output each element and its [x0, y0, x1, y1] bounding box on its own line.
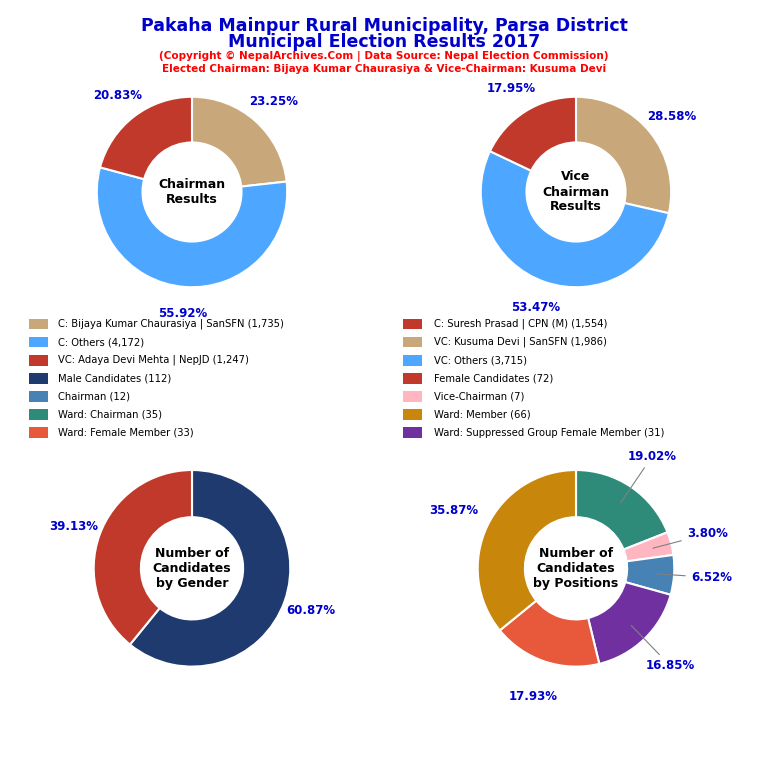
Text: Chairman
Results: Chairman Results — [158, 178, 226, 206]
Wedge shape — [130, 470, 290, 667]
Wedge shape — [192, 97, 286, 187]
Text: 28.58%: 28.58% — [647, 110, 696, 123]
Text: VC: Others (3,715): VC: Others (3,715) — [434, 355, 527, 365]
Text: VC: Kusuma Devi | SanSFN (1,986): VC: Kusuma Devi | SanSFN (1,986) — [434, 337, 607, 347]
Text: 39.13%: 39.13% — [49, 520, 98, 533]
Wedge shape — [481, 151, 669, 287]
Text: 23.25%: 23.25% — [249, 94, 298, 108]
Wedge shape — [94, 470, 192, 644]
Text: Pakaha Mainpur Rural Municipality, Parsa District: Pakaha Mainpur Rural Municipality, Parsa… — [141, 17, 627, 35]
Text: Elected Chairman: Bijaya Kumar Chaurasiya & Vice-Chairman: Kusuma Devi: Elected Chairman: Bijaya Kumar Chaurasiy… — [162, 64, 606, 74]
Text: C: Suresh Prasad | CPN (M) (1,554): C: Suresh Prasad | CPN (M) (1,554) — [434, 319, 607, 329]
Wedge shape — [625, 555, 674, 594]
Text: Chairman (12): Chairman (12) — [58, 392, 130, 402]
Text: 16.85%: 16.85% — [631, 625, 695, 672]
Text: VC: Adaya Devi Mehta | NepJD (1,247): VC: Adaya Devi Mehta | NepJD (1,247) — [58, 355, 249, 366]
Text: Ward: Female Member (33): Ward: Female Member (33) — [58, 428, 194, 438]
Wedge shape — [100, 97, 192, 179]
Wedge shape — [576, 97, 671, 214]
Wedge shape — [478, 470, 576, 631]
Wedge shape — [624, 532, 674, 561]
Text: 20.83%: 20.83% — [93, 89, 142, 102]
Wedge shape — [588, 582, 670, 664]
Text: C: Bijaya Kumar Chaurasiya | SanSFN (1,735): C: Bijaya Kumar Chaurasiya | SanSFN (1,7… — [58, 319, 283, 329]
Wedge shape — [576, 470, 667, 550]
Text: Vice-Chairman (7): Vice-Chairman (7) — [434, 392, 525, 402]
Text: 19.02%: 19.02% — [621, 450, 677, 502]
Text: (Copyright © NepalArchives.Com | Data Source: Nepal Election Commission): (Copyright © NepalArchives.Com | Data So… — [159, 51, 609, 61]
Text: Male Candidates (112): Male Candidates (112) — [58, 373, 170, 383]
Text: Ward: Chairman (35): Ward: Chairman (35) — [58, 409, 161, 419]
Wedge shape — [490, 97, 576, 170]
Text: Ward: Suppressed Group Female Member (31): Ward: Suppressed Group Female Member (31… — [434, 428, 664, 438]
Text: 3.80%: 3.80% — [653, 528, 727, 548]
Wedge shape — [500, 601, 599, 667]
Text: 35.87%: 35.87% — [429, 504, 478, 517]
Text: 53.47%: 53.47% — [511, 300, 561, 313]
Wedge shape — [97, 167, 287, 287]
Text: Number of
Candidates
by Gender: Number of Candidates by Gender — [153, 547, 231, 590]
Text: 60.87%: 60.87% — [286, 604, 335, 617]
Text: Municipal Election Results 2017: Municipal Election Results 2017 — [228, 33, 540, 51]
Text: Female Candidates (72): Female Candidates (72) — [434, 373, 553, 383]
Text: C: Others (4,172): C: Others (4,172) — [58, 337, 144, 347]
Text: 17.93%: 17.93% — [508, 690, 558, 703]
Text: Number of
Candidates
by Positions: Number of Candidates by Positions — [533, 547, 619, 590]
Text: 17.95%: 17.95% — [486, 82, 535, 95]
Text: Ward: Member (66): Ward: Member (66) — [434, 409, 531, 419]
Text: Vice
Chairman
Results: Vice Chairman Results — [542, 170, 610, 214]
Text: 6.52%: 6.52% — [655, 571, 732, 584]
Text: 55.92%: 55.92% — [158, 307, 207, 320]
